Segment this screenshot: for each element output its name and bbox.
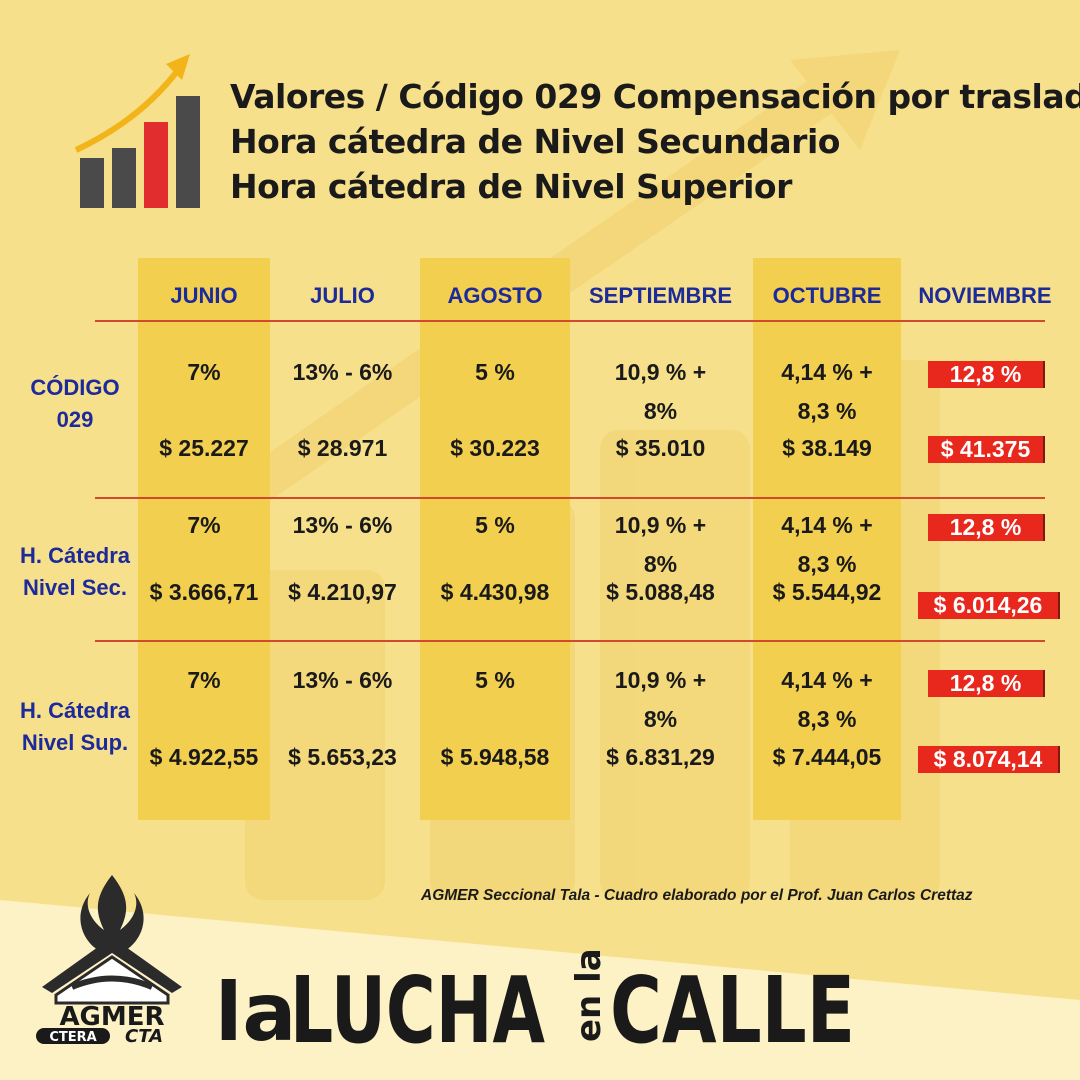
highlight-percent: 12,8 % [928,670,1045,697]
month-header-junio: JUNIO [170,283,238,308]
column-band-octubre [753,258,901,820]
value-cell: $ 6.831,29 [606,744,715,770]
title-line-3: Hora cátedra de Nivel Superior [230,167,792,206]
percent-cell: 5 % [475,667,515,693]
value-cell: $ 38.149 [782,435,872,461]
svg-text:CTA: CTA [125,1026,163,1045]
row-label-line: H. Cátedra [19,698,131,723]
svg-text:en la: en la [569,950,609,1042]
value-cell: $ 4.210,97 [288,579,397,605]
footer-backdrop [0,900,1080,1080]
percent-cell: 4,14 % + 8,3 % [781,512,873,577]
percent-cell: 5 % [475,359,515,385]
highlight-value: $ 6.014,26 [918,592,1060,619]
value-cell: $ 4.430,98 [440,579,550,605]
divider [95,497,1045,499]
page-title: Valores / Código 029 Compensación por tr… [230,74,1080,209]
value-cell: $ 25.227 [159,435,249,461]
highlight-percent: 12,8 % [928,514,1045,541]
highlight-value: $ 41.375 [928,436,1045,463]
highlight-percent: 12,8 % [928,361,1045,388]
svg-text:AGMER: AGMER [59,1002,164,1032]
percent-cell: 13% - 6% [292,359,393,385]
growth-chart-icon [74,54,200,208]
value-cell: $ 5.653,23 [288,744,397,770]
row-label-line: Nivel Sec. [23,575,127,600]
value-cell: $ 28.971 [297,435,388,461]
column-band-junio [138,258,270,820]
percent-cell: 4,14 % + 8,3 % [781,667,873,732]
row-label: H. Cátedra Nivel Sec. [0,540,150,604]
percent-cell: 7% [187,359,221,385]
value-cell: $ 35.010 [615,435,706,461]
divider [95,320,1045,322]
title-line-2: Hora cátedra de Nivel Secundario [230,122,840,161]
value-cell: $ 3.666,71 [149,579,259,605]
percent-cell: 5 % [475,512,515,538]
month-header-octubre: OCTUBRE [772,283,882,308]
highlight-value: $ 8.074,14 [918,746,1060,773]
svg-text:LUCHA: LUCHA [290,957,545,1060]
value-cell: $ 7.444,05 [772,744,882,770]
column-band-agosto [420,258,570,820]
credit-note: AGMER Seccional Tala - Cuadro elaborado … [421,887,973,904]
percent-cell: 7% [187,667,221,693]
row-label-line: 029 [56,407,94,432]
month-header-septiembre: SEPTIEMBRE [588,283,733,308]
percent-cell: 10,9 % + 8% [614,359,707,424]
svg-text:CALLE: CALLE [610,957,855,1060]
divider [95,640,1045,642]
value-cell: $ 30.223 [450,435,540,461]
month-header-agosto: AGOSTO [447,283,543,308]
value-cell: $ 5.088,48 [606,579,715,605]
month-header-julio: JULIO [310,283,375,308]
percent-cell: 13% - 6% [292,667,393,693]
row-label: H. Cátedra Nivel Sup. [0,695,150,759]
percent-cell: 10,9 % + 8% [614,667,707,732]
svg-text:CTERA: CTERA [49,1030,96,1045]
percent-cell: 10,9 % + 8% [614,512,707,577]
row-label-line: Nivel Sup. [21,730,129,755]
percent-cell: 7% [187,512,221,538]
slogan-la-lucha-en-la-calle: la LUCHA en la CALLE [215,950,855,1060]
svg-text:la: la [215,966,296,1059]
row-label: CÓDIGO 029 [0,372,150,436]
agmer-logo: AGMER CTERA CTA [36,875,182,1045]
month-header-noviembre: NOVIEMBRE [918,283,1052,308]
value-cell: $ 5.544,92 [772,579,882,605]
row-label-line: H. Cátedra [19,543,131,568]
value-cell: $ 4.922,55 [149,744,259,770]
percent-cell: 13% - 6% [292,512,393,538]
value-cell: $ 5.948,58 [440,744,550,770]
row-label-line: CÓDIGO [30,375,120,400]
percent-cell: 4,14 % + 8,3 % [781,359,873,424]
title-line-1: Valores / Código 029 Compensación por tr… [230,77,1080,116]
